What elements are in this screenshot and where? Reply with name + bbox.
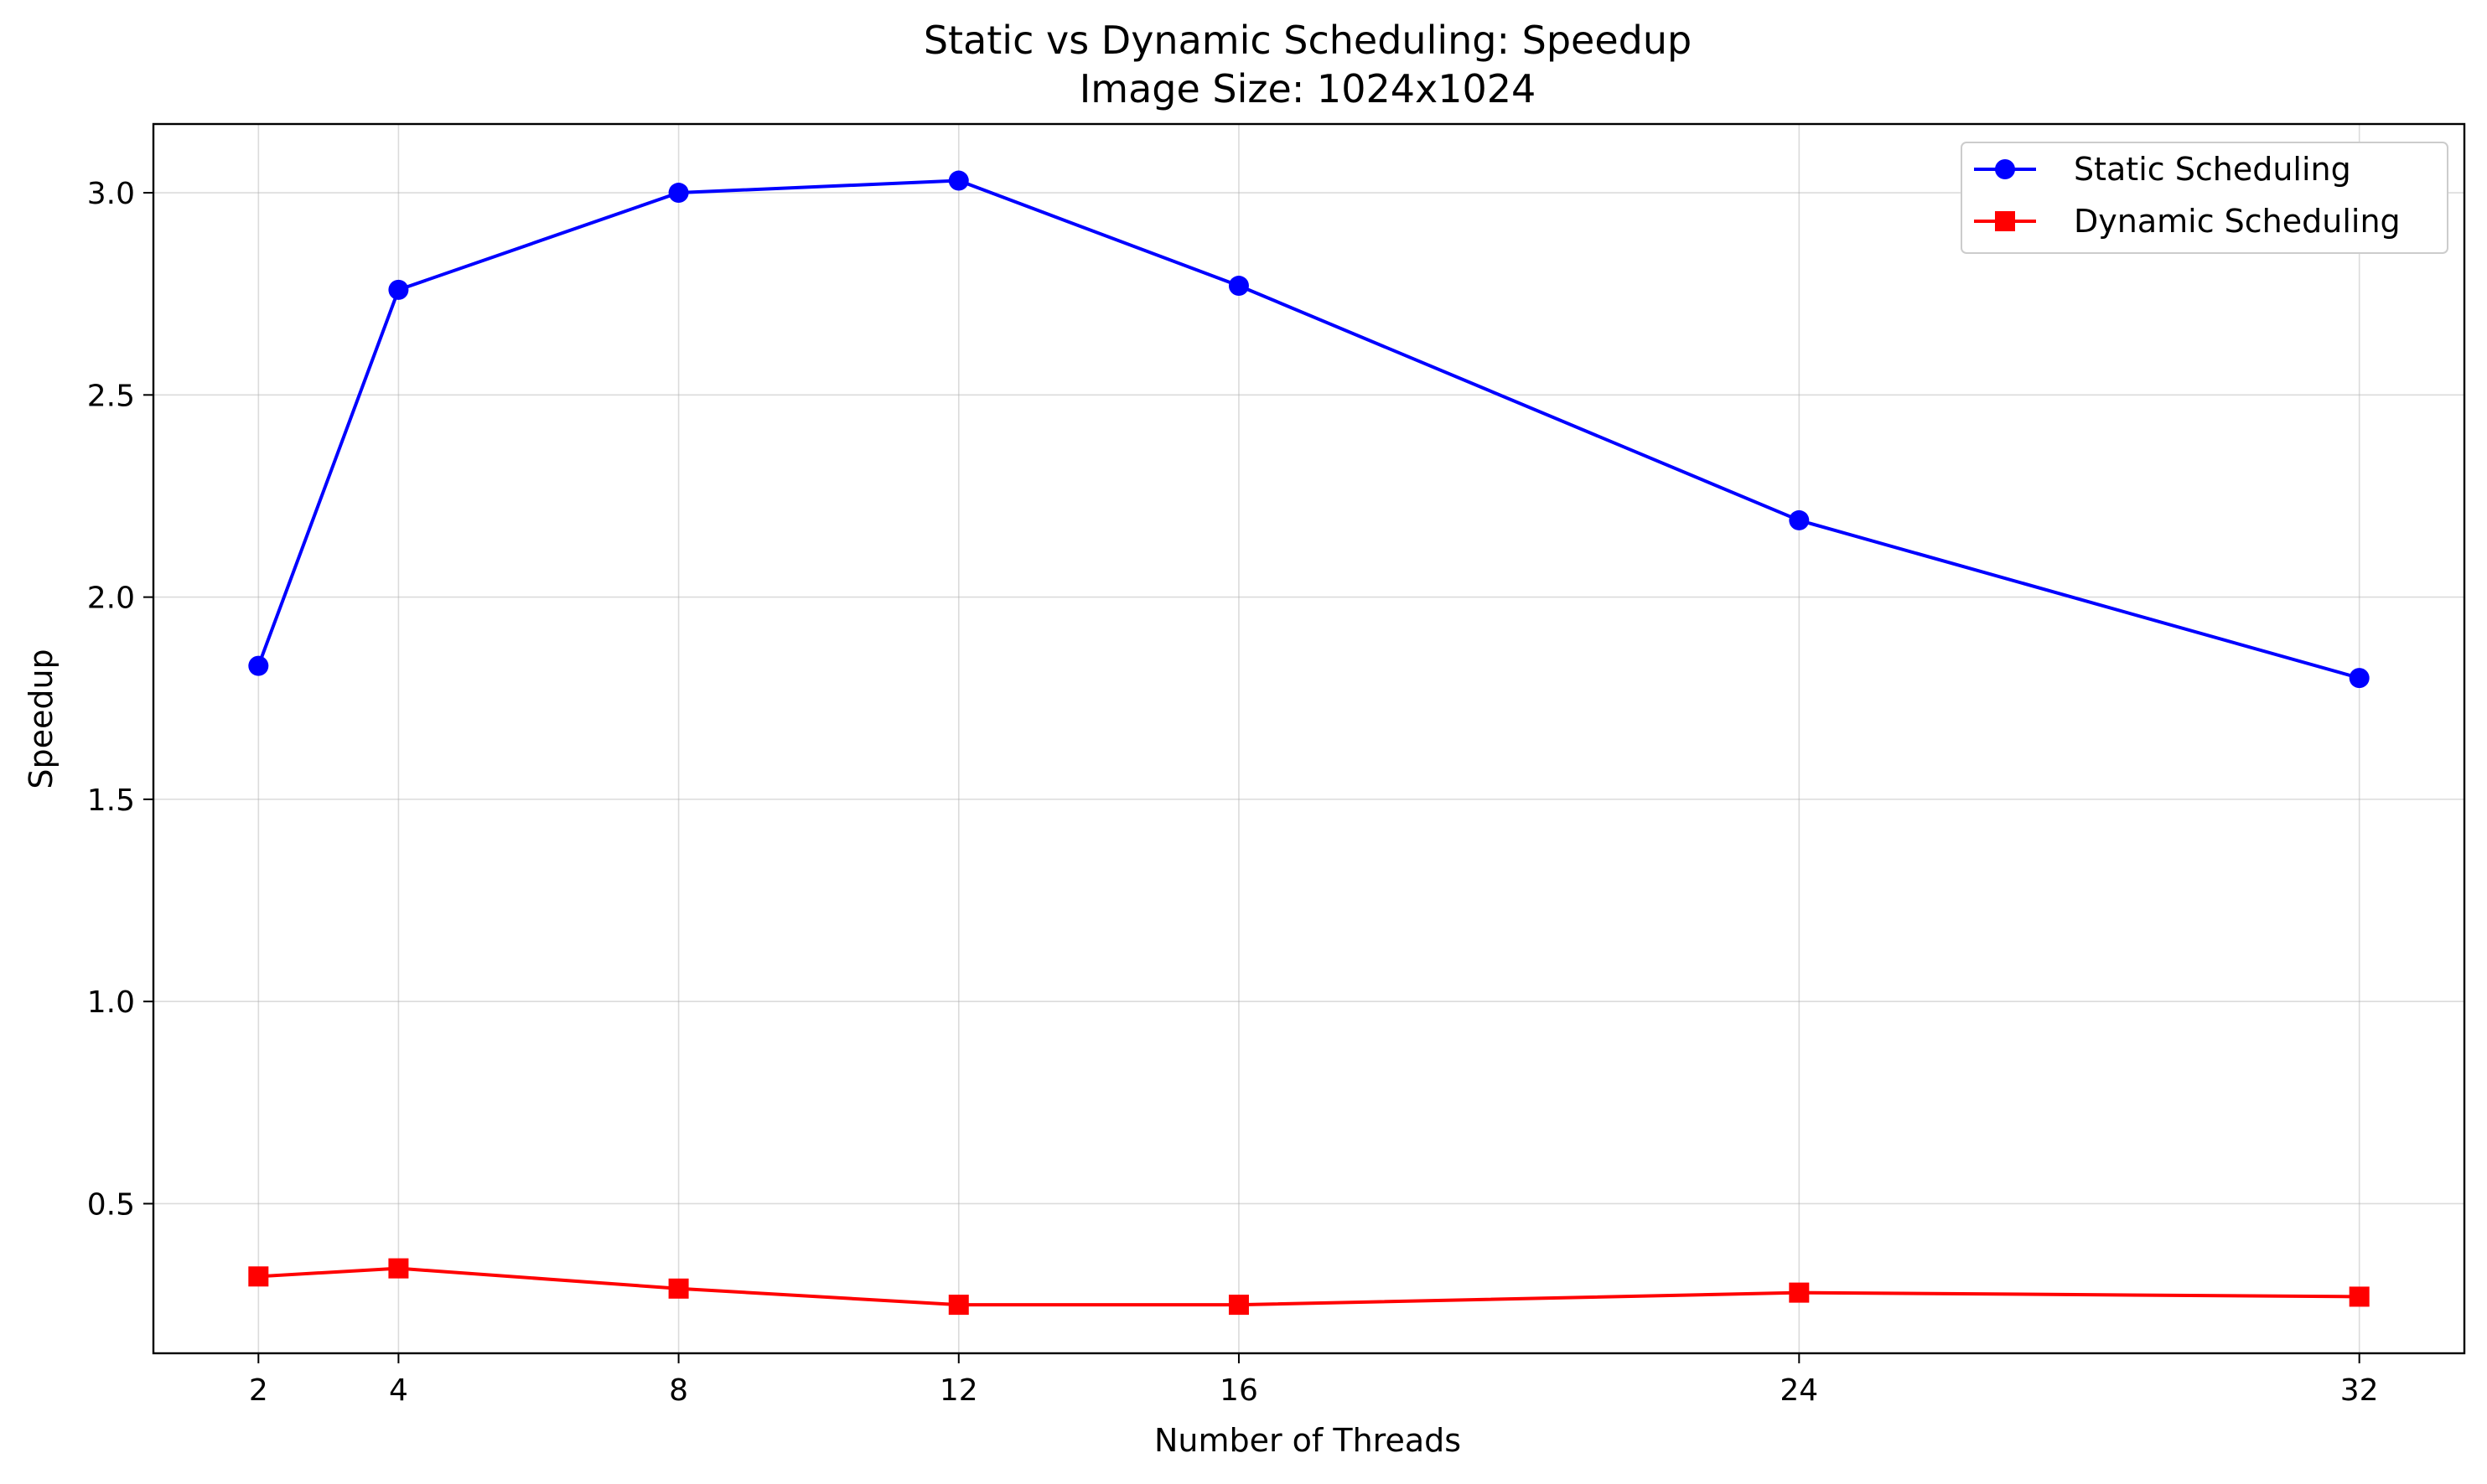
static-scheduling-point xyxy=(1228,276,1249,297)
legend-marker-static xyxy=(1995,159,2015,179)
y-tick-label: 0.5 xyxy=(87,1187,135,1222)
plot-frame xyxy=(152,122,2466,1355)
dynamic-scheduling-point xyxy=(668,1278,689,1299)
x-axis: 2 4 8 12 16 24 32 xyxy=(249,1353,2379,1408)
chart-title: Static vs Dynamic Scheduling: Speedup xyxy=(924,18,1692,63)
y-axis-label: Speedup xyxy=(23,649,60,789)
static-scheduling-point xyxy=(1789,509,1810,530)
legend: Static Scheduling Dynamic Scheduling xyxy=(1961,142,2448,254)
x-tick-label: 8 xyxy=(669,1373,688,1408)
chart-subtitle: Image Size: 1024x1024 xyxy=(1080,66,1536,111)
dynamic-scheduling-point xyxy=(1228,1295,1249,1316)
x-tick-label: 32 xyxy=(2340,1373,2379,1408)
dynamic-scheduling-point xyxy=(1789,1282,1810,1303)
series-area xyxy=(248,170,2370,1316)
static-scheduling-point xyxy=(248,655,269,676)
x-tick-label: 4 xyxy=(389,1373,408,1408)
legend-box xyxy=(1961,142,2448,254)
static-scheduling-point xyxy=(668,183,689,204)
dynamic-scheduling-point xyxy=(2349,1286,2370,1307)
x-tick-label: 2 xyxy=(249,1373,268,1408)
y-tick-label: 3.0 xyxy=(87,177,135,211)
y-tick-label: 1.5 xyxy=(87,783,135,818)
legend-marker-dynamic xyxy=(1995,211,2015,231)
dynamic-scheduling-point xyxy=(948,1295,969,1316)
x-axis-label: Number of Threads xyxy=(1154,1422,1461,1459)
y-tick-label: 2.0 xyxy=(87,582,135,616)
dynamic-scheduling-point xyxy=(248,1266,269,1287)
x-tick-label: 24 xyxy=(1780,1373,1818,1408)
x-tick-label: 12 xyxy=(940,1373,978,1408)
legend-label-dynamic: Dynamic Scheduling xyxy=(2074,203,2401,240)
legend-label-static: Static Scheduling xyxy=(2074,151,2351,188)
static-scheduling-point xyxy=(388,279,409,300)
dynamic-scheduling-point xyxy=(388,1258,409,1279)
y-tick-label: 2.5 xyxy=(87,379,135,413)
grid xyxy=(153,124,2464,1353)
static-scheduling-point xyxy=(2349,668,2370,689)
y-axis: 0.5 1.0 1.5 2.0 2.5 3.0 xyxy=(87,177,153,1222)
x-tick-label: 16 xyxy=(1220,1373,1258,1408)
static-scheduling-point xyxy=(948,170,969,191)
y-tick-label: 1.0 xyxy=(87,985,135,1020)
